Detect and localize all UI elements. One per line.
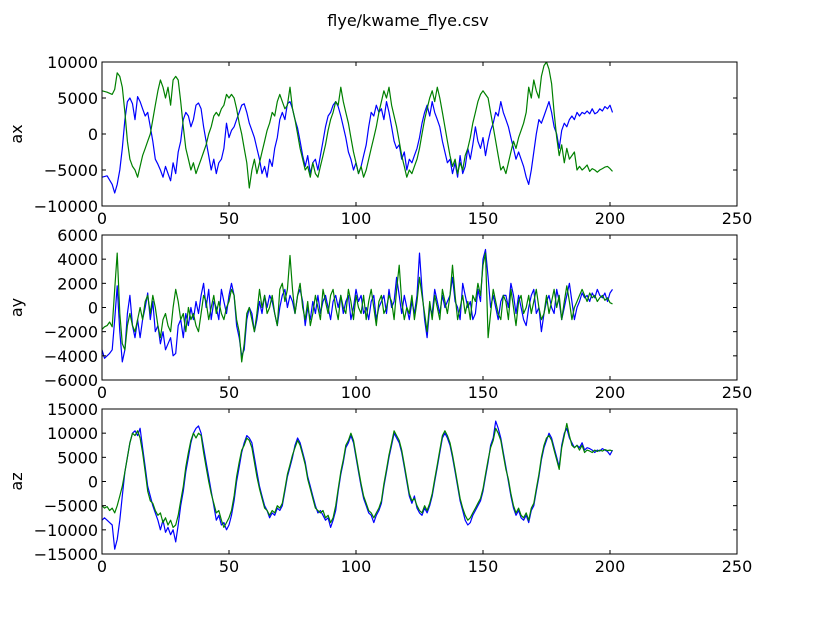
y-axis-label-ay: ay — [7, 298, 26, 317]
y-tick-label: 6000 — [57, 226, 98, 245]
x-tick-label: 150 — [468, 383, 499, 402]
y-tick-label: −5000 — [44, 161, 98, 180]
y-tick-label: −10000 — [34, 197, 98, 216]
y-tick-label: 10000 — [47, 424, 98, 443]
series-line-az-2 — [102, 422, 613, 528]
y-tick-label: 2000 — [57, 274, 98, 293]
subplot-az: 0 50 100 150 200 250 −15000 −10000 −5000 0 5000 100… — [7, 400, 752, 576]
x-tick-label: 150 — [468, 209, 499, 228]
y-tick-label: 5000 — [57, 448, 98, 467]
y-tick-label: 0 — [88, 473, 98, 492]
figure-title: flye/kwame_flye.csv — [327, 11, 488, 31]
x-tick-label: 0 — [97, 383, 107, 402]
x-tick-label: 200 — [595, 557, 626, 576]
x-tick-label: 100 — [341, 557, 372, 576]
y-tick-label: 5000 — [57, 89, 98, 108]
x-tick-label: 0 — [97, 209, 107, 228]
series-line-ax-2 — [102, 62, 613, 189]
subplot-ax: 0 50 100 150 200 250 −10000 −5000 0 5000 10000 ax — [7, 53, 752, 228]
y-tick-label: 15000 — [47, 400, 98, 419]
y-tick-label: −2000 — [44, 323, 98, 342]
x-tick-label: 150 — [468, 557, 499, 576]
y-tick-label: −5000 — [44, 497, 98, 516]
y-tick-label: 0 — [88, 125, 98, 144]
x-tick-label: 50 — [219, 209, 239, 228]
x-tick-label: 250 — [722, 557, 753, 576]
x-tick-label: 50 — [219, 557, 239, 576]
x-tick-label: 200 — [595, 383, 626, 402]
series-line-ay-2 — [102, 252, 613, 363]
y-tick-label: −6000 — [44, 371, 98, 390]
y-tick-label: 4000 — [57, 250, 98, 269]
y-tick-label: 0 — [88, 299, 98, 318]
y-tick-label: −10000 — [34, 521, 98, 540]
y-tick-label: −15000 — [34, 545, 98, 564]
x-tick-label: 250 — [722, 209, 753, 228]
x-tick-label: 100 — [341, 383, 372, 402]
x-tick-label: 200 — [595, 209, 626, 228]
x-tick-label: 50 — [219, 383, 239, 402]
y-tick-label: 10000 — [47, 53, 98, 72]
subplot-ay: 0 50 100 150 200 250 −6000 −4000 −2000 0 2000 4000 6… — [7, 226, 752, 402]
x-tick-label: 250 — [722, 383, 753, 402]
y-tick-label: −4000 — [44, 347, 98, 366]
y-axis-label-az: az — [7, 472, 26, 490]
y-axis-label-ax: ax — [7, 124, 26, 143]
x-tick-label: 100 — [341, 209, 372, 228]
x-tick-label: 0 — [97, 557, 107, 576]
